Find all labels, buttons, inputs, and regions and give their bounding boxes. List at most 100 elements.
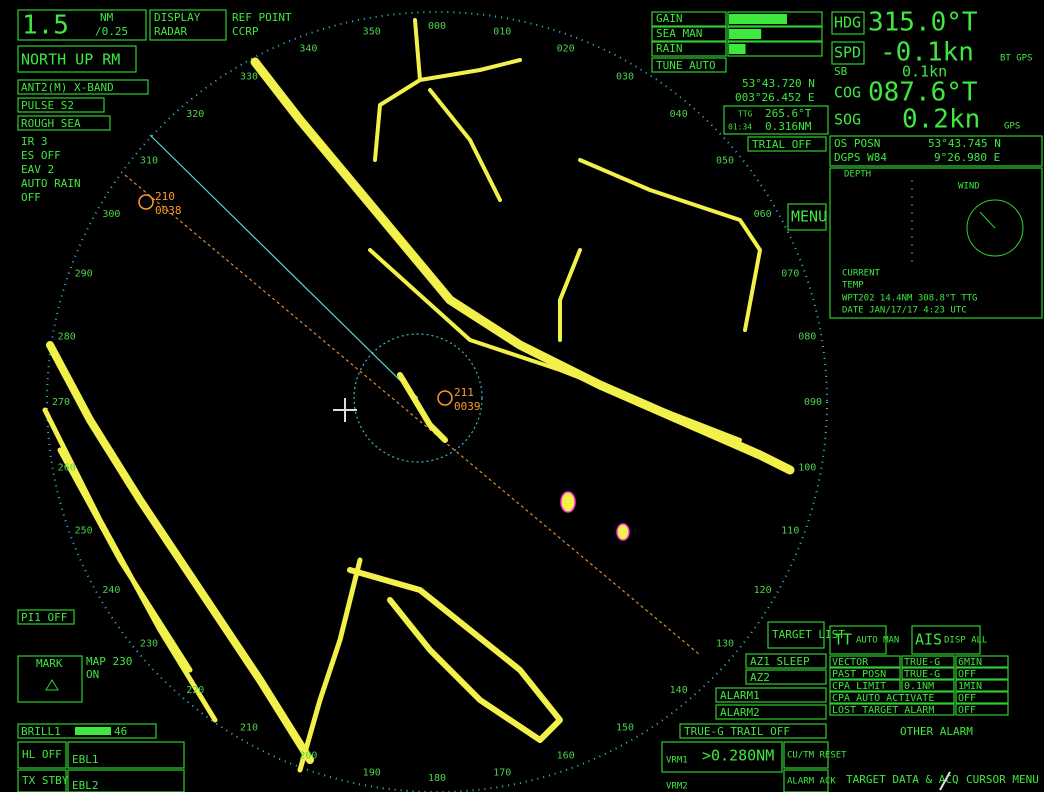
hdg-box[interactable] (831, 11, 865, 35)
bearing-label: 260 (58, 462, 76, 473)
bearing-label: 140 (670, 685, 688, 696)
bearing-label: 340 (299, 44, 317, 55)
hdg-label: HDG (834, 14, 861, 32)
sog-label: SOG (834, 111, 861, 129)
range-ring (46, 11, 828, 792)
tune: TUNE AUTO (656, 59, 716, 72)
display-box[interactable] (149, 9, 227, 41)
tune-box[interactable] (651, 57, 727, 73)
target-list: TARGET LIST (772, 628, 845, 641)
ebl2-box[interactable] (67, 769, 185, 792)
brill-box[interactable] (17, 723, 157, 739)
bearing-label: 040 (670, 109, 688, 120)
trail-box[interactable] (679, 723, 827, 739)
gain-bar (729, 29, 762, 39)
alarm2-box[interactable] (715, 704, 827, 720)
hl-box[interactable] (17, 741, 67, 769)
heading-line (149, 134, 419, 399)
tx-box[interactable] (17, 769, 67, 792)
other-alarm[interactable]: OTHER ALARM (900, 725, 973, 738)
orientation: NORTH UP RM (21, 51, 120, 69)
tt-box[interactable] (829, 625, 887, 655)
ring-interval: /0.25 (95, 25, 128, 38)
vrm1-value: >0.280NM (702, 747, 774, 765)
gain-label: RAIN (656, 42, 683, 55)
tt-cell-text: 1MIN (958, 681, 982, 692)
echo (558, 158, 762, 342)
wind-arrow (979, 211, 996, 229)
ebl-line (124, 174, 701, 656)
tt-cell-text: TRUE-G (904, 669, 940, 680)
vrm1: VRM1 (666, 756, 688, 766)
target-symbol[interactable] (437, 390, 453, 406)
alarm-ack: ALARM ACK (787, 777, 836, 787)
sog: 0.2kn (902, 105, 980, 135)
sb-label: SB (834, 65, 848, 78)
ebl1-box[interactable] (67, 741, 185, 769)
az2: AZ2 (750, 671, 770, 684)
setting: EAV 2 (21, 163, 54, 176)
gain-panel: GAIN 63 SEA MAN 35 RAIN 18 (651, 11, 823, 57)
alarm2: ALARM2 (720, 706, 760, 719)
cursor-lon: 003°26.452 E (735, 91, 814, 104)
bearing-label: 050 (716, 155, 734, 166)
tt-cell (955, 667, 1009, 680)
wind-label: WIND (958, 182, 980, 192)
tt-cell-text: LOST TARGET ALARM (832, 705, 934, 716)
tt-cell (901, 655, 955, 668)
mark-box[interactable] (17, 655, 83, 703)
ais-box[interactable] (911, 625, 981, 655)
gain-label-box (651, 41, 727, 57)
ttg-bearing: 265.6°T (765, 107, 812, 120)
pulse: PULSE S2 (21, 99, 74, 112)
setting: OFF (21, 191, 41, 204)
alarm1-box[interactable] (715, 687, 827, 703)
echo (347, 567, 563, 743)
spd-box[interactable] (831, 41, 865, 65)
spd-label: SPD (834, 44, 861, 62)
ttg-box (723, 105, 829, 135)
antenna: ANT2(M) X-BAND (21, 81, 114, 94)
pulse-box[interactable] (17, 97, 105, 113)
target-symbol[interactable] (138, 194, 154, 210)
brill-value: 46 (114, 725, 127, 738)
echo (373, 18, 522, 202)
alarm-ack-box[interactable] (783, 769, 829, 792)
range-box[interactable] (17, 9, 147, 41)
tt-settings: VECTOR TRUE-G 6MIN PAST POSN TRUE-G OFF CPA LI… (829, 655, 1009, 716)
pi-box[interactable] (17, 609, 75, 625)
vrm1-box[interactable] (661, 741, 783, 773)
bearing-label: 230 (140, 639, 158, 650)
az1-box[interactable] (745, 653, 827, 669)
position-source: DGPS W84 (834, 151, 887, 164)
az1: AZ1 SLEEP (750, 655, 810, 668)
target-list-box[interactable] (767, 621, 825, 649)
target-data[interactable]: TARGET DATA & ACQ (846, 773, 959, 786)
trial: TRIAL OFF (752, 138, 812, 151)
tt-cell (829, 691, 955, 704)
tt-cell (829, 667, 901, 680)
own-ship-echo (397, 372, 448, 443)
tt-cell (901, 679, 955, 692)
os-posn-label[interactable]: OS POSN (834, 137, 880, 150)
gain-label: SEA MAN (656, 27, 702, 40)
antenna-box[interactable] (17, 79, 149, 95)
mode-box[interactable] (17, 115, 111, 131)
gain-label-box (651, 26, 727, 42)
az2-box[interactable] (745, 669, 827, 685)
bearing-label: 220 (186, 685, 204, 696)
target-echo (616, 523, 630, 541)
menu-box[interactable] (787, 203, 827, 231)
cog-label: COG (834, 84, 861, 102)
gain-value: 18 (789, 42, 802, 55)
orientation-box[interactable] (17, 45, 137, 73)
cutm-box[interactable] (783, 741, 829, 769)
trial-box[interactable] (747, 136, 827, 152)
setting: AUTO RAIN (21, 177, 81, 190)
bearing-label: 290 (75, 268, 93, 279)
menu: MENU (791, 208, 827, 226)
mark: MARK (36, 657, 63, 670)
cursor-menu[interactable]: CURSOR MENU (966, 773, 1039, 786)
ttg-distance: 0.316NM (765, 120, 812, 133)
